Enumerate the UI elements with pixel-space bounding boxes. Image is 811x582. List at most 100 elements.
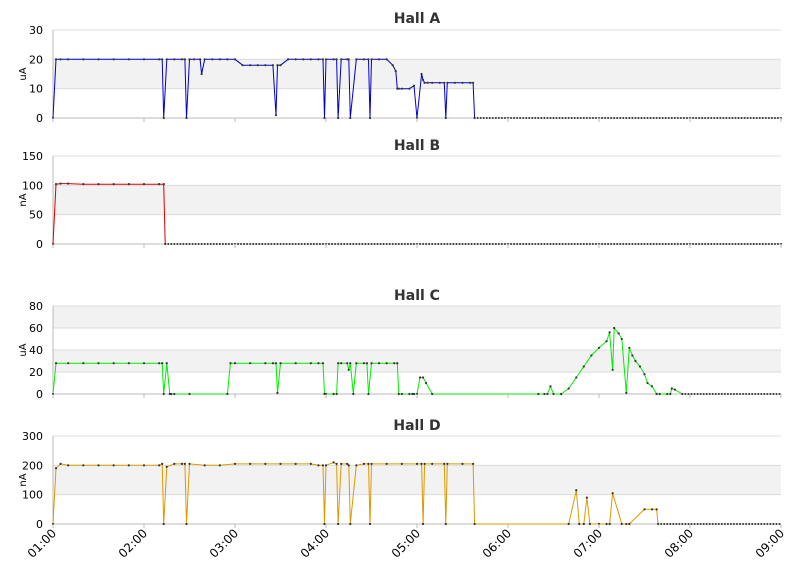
data-point-4-2 xyxy=(59,462,62,465)
zero-marker-1-86 xyxy=(737,117,740,119)
zero-marker-3-10 xyxy=(714,393,717,395)
zero-marker-2-103 xyxy=(479,243,482,245)
data-point-4-51 xyxy=(446,462,449,465)
data-point-4-17 xyxy=(188,462,191,465)
zero-marker-2-78 xyxy=(403,243,406,245)
zero-marker-1-75 xyxy=(704,117,707,119)
data-point-2-5 xyxy=(97,183,100,186)
data-point-4-56 xyxy=(575,489,578,492)
zero-marker-3-0 xyxy=(684,393,687,395)
zero-marker-2-193 xyxy=(752,243,755,245)
zero-marker-1-15 xyxy=(522,117,525,119)
zero-marker-2-95 xyxy=(455,243,458,245)
zero-marker-1-65 xyxy=(673,117,676,119)
data-point-4-40 xyxy=(368,522,372,526)
zero-marker-1-53 xyxy=(637,117,640,119)
data-point-4-5 xyxy=(97,464,100,467)
zero-marker-2-154 xyxy=(634,243,637,245)
data-point-4-16 xyxy=(185,522,188,526)
zero-marker-4-27 xyxy=(742,523,745,525)
y-tick-label-3-1: 20 xyxy=(29,366,43,379)
zero-marker-1-88 xyxy=(743,117,746,119)
data-point-4-58 xyxy=(582,522,585,526)
zero-marker-2-63 xyxy=(358,243,361,245)
data-point-3-26 xyxy=(309,362,312,365)
data-point-4-53 xyxy=(472,462,475,465)
zero-marker-2-150 xyxy=(622,243,625,245)
zero-marker-2-71 xyxy=(382,243,385,245)
zero-marker-1-20 xyxy=(537,117,540,119)
zero-marker-3-12 xyxy=(720,393,723,395)
data-point-3-9 xyxy=(161,362,164,365)
zero-marker-2-50 xyxy=(318,243,321,245)
data-point-1-19 xyxy=(199,58,202,61)
zero-marker-2-42 xyxy=(294,243,297,245)
zero-marker-2-94 xyxy=(452,243,455,245)
zero-marker-2-85 xyxy=(425,243,428,245)
zero-marker-2-190 xyxy=(743,243,746,245)
zero-marker-4-21 xyxy=(723,523,726,525)
zero-marker-2-74 xyxy=(391,243,394,245)
data-point-3-18 xyxy=(233,362,237,365)
data-point-1-50 xyxy=(362,58,366,61)
data-point-1-10 xyxy=(161,58,164,61)
data-point-4-70 xyxy=(655,508,658,511)
data-point-1-21 xyxy=(203,58,206,61)
zero-marker-2-158 xyxy=(646,243,649,245)
zero-marker-2-200 xyxy=(773,243,776,245)
data-point-3-64 xyxy=(567,387,570,390)
data-point-3-34 xyxy=(340,362,343,365)
zero-marker-2-77 xyxy=(400,243,403,245)
zero-marker-2-26 xyxy=(246,243,249,245)
zero-marker-3-19 xyxy=(742,393,745,395)
zero-marker-2-35 xyxy=(273,243,276,245)
zero-marker-1-41 xyxy=(601,117,604,119)
data-point-4-22 xyxy=(264,462,267,465)
data-point-3-72 xyxy=(613,326,616,330)
data-point-1-58 xyxy=(396,87,399,90)
data-point-3-35 xyxy=(346,362,349,365)
zero-marker-2-80 xyxy=(409,243,412,245)
zero-marker-1-17 xyxy=(528,117,531,119)
y-tick-label-3-3: 60 xyxy=(29,322,43,335)
data-point-4-35 xyxy=(347,464,350,467)
zero-marker-2-75 xyxy=(394,243,397,245)
zero-marker-1-21 xyxy=(540,117,543,119)
zero-marker-1-71 xyxy=(692,117,695,119)
data-point-3-87 xyxy=(670,387,673,390)
data-point-1-17 xyxy=(188,58,191,61)
zero-marker-3-20 xyxy=(745,393,748,395)
data-point-3-79 xyxy=(638,365,642,368)
data-point-3-50 xyxy=(408,392,411,396)
zero-marker-2-169 xyxy=(679,243,682,245)
y-tick-label-2-1: 50 xyxy=(29,209,43,222)
zero-marker-3-29 xyxy=(772,393,775,395)
zero-marker-4-17 xyxy=(711,523,714,525)
y-tick-label-4-1: 100 xyxy=(22,489,43,502)
zero-marker-4-39 xyxy=(778,523,781,525)
data-point-3-32 xyxy=(335,392,338,396)
zero-marker-3-14 xyxy=(726,393,729,395)
zero-marker-1-82 xyxy=(725,117,728,119)
zero-marker-2-188 xyxy=(737,243,740,245)
band-1-1 xyxy=(53,59,781,89)
data-point-2-2 xyxy=(59,182,62,185)
zero-marker-3-28 xyxy=(769,393,772,395)
zero-marker-2-30 xyxy=(258,243,261,245)
data-point-1-57 xyxy=(394,69,397,73)
data-point-3-66 xyxy=(582,365,585,368)
zero-marker-1-48 xyxy=(622,117,625,119)
y-tick-label-3-4: 80 xyxy=(29,300,43,313)
zero-marker-2-56 xyxy=(337,243,340,245)
y-tick-label-4-2: 200 xyxy=(22,459,43,472)
zero-marker-2-84 xyxy=(422,243,425,245)
zero-marker-1-11 xyxy=(510,117,513,119)
data-point-1-11 xyxy=(162,116,165,120)
data-point-1-54 xyxy=(377,58,381,61)
zero-marker-3-30 xyxy=(775,393,778,395)
zero-marker-4-3 xyxy=(669,523,672,525)
data-point-4-18 xyxy=(203,464,206,467)
panel-title-4: Hall D xyxy=(393,418,440,434)
zero-marker-1-56 xyxy=(646,117,649,119)
x-tick-label-2: 03:00 xyxy=(207,526,241,560)
